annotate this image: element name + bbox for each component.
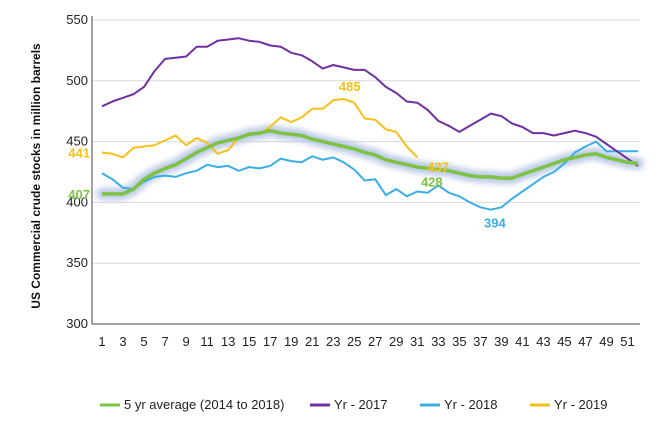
x-tick-label-13: 13	[221, 334, 235, 349]
x-tick-label-43: 43	[536, 334, 550, 349]
x-tick-label-29: 29	[389, 334, 403, 349]
annotation-avg-407: 407	[68, 187, 90, 202]
x-tick-label-33: 33	[431, 334, 445, 349]
x-tick-label-11: 11	[200, 334, 214, 349]
x-tick-label-19: 19	[284, 334, 298, 349]
annotation-y2019-437: 437	[427, 159, 449, 174]
x-tick-label-9: 9	[182, 334, 189, 349]
series-line-y2017	[101, 37, 639, 167]
legend-label-avg: 5 yr average (2014 to 2018)	[124, 397, 284, 412]
annotation-y2019-485: 485	[339, 79, 361, 94]
x-tick-label-49: 49	[599, 334, 613, 349]
x-tick-label-25: 25	[347, 334, 361, 349]
legend-item-y2019: Yr - 2019	[530, 397, 607, 412]
annotation-y2018-394: 394	[484, 216, 506, 231]
x-tick-label-35: 35	[452, 334, 466, 349]
y-tick-label-400: 400	[66, 194, 88, 209]
y-tick-label-550: 550	[66, 12, 88, 27]
x-tick-label-31: 31	[410, 334, 424, 349]
x-tick-label-41: 41	[515, 334, 529, 349]
x-tick-label-23: 23	[326, 334, 340, 349]
x-tick-label-3: 3	[119, 334, 126, 349]
x-tick-label-45: 45	[557, 334, 571, 349]
x-tick-label-47: 47	[578, 334, 592, 349]
x-tick-label-5: 5	[140, 334, 147, 349]
legend-item-avg: 5 yr average (2014 to 2018)	[100, 397, 284, 412]
grid-lines	[92, 19, 640, 325]
legend-label-y2019: Yr - 2019	[554, 397, 607, 412]
series-line-y2018	[101, 140, 638, 211]
x-tick-label-27: 27	[368, 334, 382, 349]
series-line-avg	[102, 128, 639, 196]
y-tick-label-350: 350	[66, 255, 88, 270]
legend-item-y2017: Yr - 2017	[310, 397, 387, 412]
legend-item-y2018: Yr - 2018	[420, 397, 497, 412]
x-tick-label-17: 17	[263, 334, 277, 349]
y-tick-label-300: 300	[66, 316, 88, 331]
x-tick-label-7: 7	[161, 334, 168, 349]
series-lines	[96, 37, 644, 211]
x-tick-label-15: 15	[242, 334, 256, 349]
x-tick-label-21: 21	[305, 334, 319, 349]
y-tick-label-450: 450	[66, 134, 88, 149]
y-tick-label-500: 500	[66, 73, 88, 88]
y-axis-label: US Commercial crude stocks in million ba…	[29, 43, 43, 309]
legend: 5 yr average (2014 to 2018) Yr - 2017 Yr -…	[100, 397, 607, 412]
x-tick-label-37: 37	[473, 334, 487, 349]
x-tick-label-51: 51	[620, 334, 634, 349]
annotation-avg-428: 428	[421, 174, 443, 189]
x-tick-label-1: 1	[98, 334, 105, 349]
legend-label-y2018: Yr - 2018	[444, 397, 497, 412]
x-tick-label-39: 39	[494, 334, 508, 349]
legend-label-y2017: Yr - 2017	[334, 397, 387, 412]
annotation-y2019-441: 441	[68, 146, 90, 161]
